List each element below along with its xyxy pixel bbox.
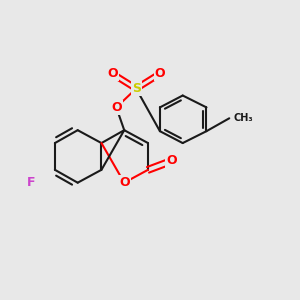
Text: CH₃: CH₃ bbox=[233, 113, 253, 123]
Text: O: O bbox=[154, 67, 165, 80]
Text: O: O bbox=[167, 154, 177, 167]
Text: S: S bbox=[132, 82, 141, 95]
Text: O: O bbox=[107, 67, 118, 80]
Text: O: O bbox=[119, 176, 130, 189]
Text: F: F bbox=[27, 176, 35, 189]
Text: O: O bbox=[111, 101, 122, 114]
